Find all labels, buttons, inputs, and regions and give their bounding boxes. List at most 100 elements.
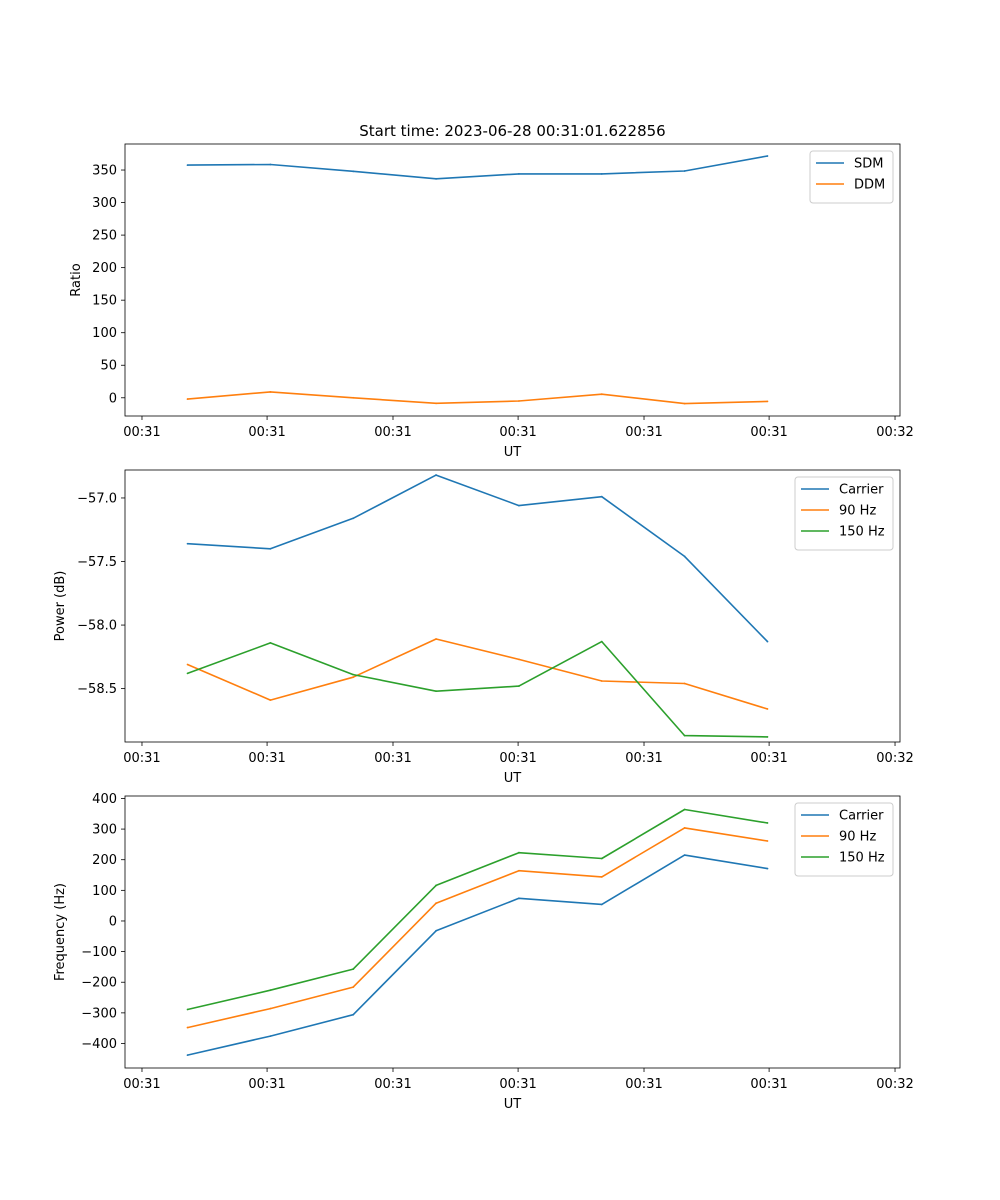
x-tick-label: 00:31: [248, 425, 285, 440]
data-point-ddm: [269, 391, 272, 393]
data-point-90-hz: [352, 676, 355, 679]
figure-title: Start time: 2023-06-28 00:31:01.622856: [359, 122, 665, 140]
data-point-carrier: [518, 897, 520, 900]
x-tick-label: 00:31: [374, 751, 411, 766]
legend: Carrier 90 Hz 150 Hz: [794, 476, 894, 551]
data-point-90-hz: [269, 699, 272, 701]
data-point-150-hz: [186, 1008, 189, 1011]
data-point-carrier: [600, 903, 603, 906]
data-point-150-hz: [600, 640, 603, 643]
data-point-carrier: [683, 555, 686, 558]
data-point-sdm: [766, 155, 769, 157]
axes-frame: [124, 469, 901, 743]
x-tick-label: 00:31: [374, 425, 411, 440]
y-tick-label: 0: [109, 914, 117, 929]
y-tick-label: −58.0: [77, 619, 117, 634]
x-tick-label: 00:31: [499, 751, 536, 766]
legend: SDM DDM: [809, 150, 894, 204]
axes-frame: [124, 143, 901, 417]
y-axis-label: Power (dB): [53, 571, 68, 642]
series-line-90-hz: [187, 638, 768, 710]
y-tick-label: −100: [81, 945, 117, 960]
x-tick-label: 00:31: [374, 1077, 411, 1092]
data-point-sdm: [186, 164, 189, 167]
data-point-ddm: [518, 400, 520, 402]
data-point-150-hz: [518, 685, 520, 687]
y-tick-label: −200: [81, 976, 117, 991]
data-point-90-hz: [518, 869, 520, 872]
data-point-90-hz: [186, 1026, 189, 1029]
y-tick-label: 300: [92, 823, 117, 838]
y-tick-label: 200: [92, 853, 117, 868]
y-tick-label: −300: [81, 1006, 117, 1021]
y-tick-label: 350: [92, 164, 117, 179]
series-line-150-hz: [187, 808, 768, 1011]
data-point-carrier: [518, 504, 520, 507]
data-point-ddm: [600, 393, 603, 396]
y-tick-label: 100: [92, 884, 117, 899]
y-tick-label: 200: [92, 261, 117, 276]
data-point-90-hz: [186, 663, 189, 666]
y-tick-label: 150: [92, 294, 117, 309]
data-point-ddm: [683, 402, 686, 405]
data-point-150-hz: [435, 884, 437, 887]
legend-label-sdm: SDM: [854, 157, 883, 172]
y-tick-label: 400: [92, 792, 117, 807]
data-point-90-hz: [352, 986, 355, 989]
y-tick-label: 100: [92, 326, 117, 341]
data-point-150-hz: [269, 641, 272, 644]
data-point-150-hz: [600, 857, 603, 860]
y-tick-label: −57.5: [77, 555, 117, 570]
y-tick-label: −400: [81, 1037, 117, 1052]
x-tick-label: 00:32: [876, 1077, 913, 1092]
ratio-panel: 00:31 00:31 00:31 00:31 00:31 00:31 00:32 0 50 10…: [69, 143, 914, 460]
data-point-90-hz: [269, 1007, 272, 1010]
data-point-sdm: [269, 163, 272, 166]
data-point-sdm: [352, 170, 355, 173]
data-point-carrier: [269, 1035, 272, 1038]
series-line-90-hz: [187, 827, 768, 1029]
legend-label-90-hz: 90 Hz: [839, 504, 876, 519]
frequency-panel: 00:31 00:31 00:31 00:31 00:31 00:31 00:32 −400 −…: [53, 792, 914, 1112]
legend-label-ddm: DDM: [854, 178, 885, 193]
data-point-ddm: [435, 402, 437, 405]
legend-label-90-hz: 90 Hz: [839, 830, 876, 845]
series-line-150-hz: [187, 640, 768, 738]
data-point-carrier: [352, 517, 355, 520]
power-panel: 00:31 00:31 00:31 00:31 00:31 00:31 00:32 −58.5…: [53, 469, 914, 786]
legend: Carrier 90 Hz 150 Hz: [794, 802, 894, 877]
data-point-150-hz: [435, 690, 437, 693]
x-tick-label: 00:31: [625, 751, 662, 766]
x-tick-label: 00:31: [248, 1077, 285, 1092]
data-point-150-hz: [186, 672, 189, 675]
y-tick-label: −58.5: [77, 682, 117, 697]
data-point-carrier: [766, 867, 769, 870]
y-axis-label: Ratio: [69, 263, 84, 296]
data-point-ddm: [186, 398, 189, 400]
y-tick-label: −57.0: [77, 491, 117, 506]
x-tick-label: 00:31: [123, 425, 160, 440]
series-line-sdm: [187, 155, 768, 180]
data-point-carrier: [600, 495, 603, 498]
data-point-150-hz: [683, 808, 686, 811]
axes-frame: [124, 795, 901, 1069]
x-tick-label: 00:31: [750, 1077, 787, 1092]
x-tick-label: 00:31: [248, 751, 285, 766]
data-point-sdm: [683, 170, 686, 172]
y-axis-label: Frequency (Hz): [53, 883, 68, 981]
series-line-carrier: [187, 474, 769, 643]
x-tick-label: 00:32: [876, 751, 913, 766]
data-point-90-hz: [766, 708, 769, 710]
data-point-90-hz: [435, 638, 437, 640]
x-tick-label: 00:31: [750, 425, 787, 440]
y-tick-label: 0: [109, 391, 117, 406]
data-point-sdm: [600, 173, 603, 175]
data-point-ddm: [352, 396, 355, 399]
data-point-150-hz: [352, 968, 355, 970]
data-point-90-hz: [435, 902, 437, 905]
data-point-150-hz: [518, 851, 520, 854]
data-point-ddm: [766, 400, 769, 403]
x-tick-label: 00:31: [625, 1077, 662, 1092]
legend-label-150-hz: 150 Hz: [839, 525, 885, 540]
